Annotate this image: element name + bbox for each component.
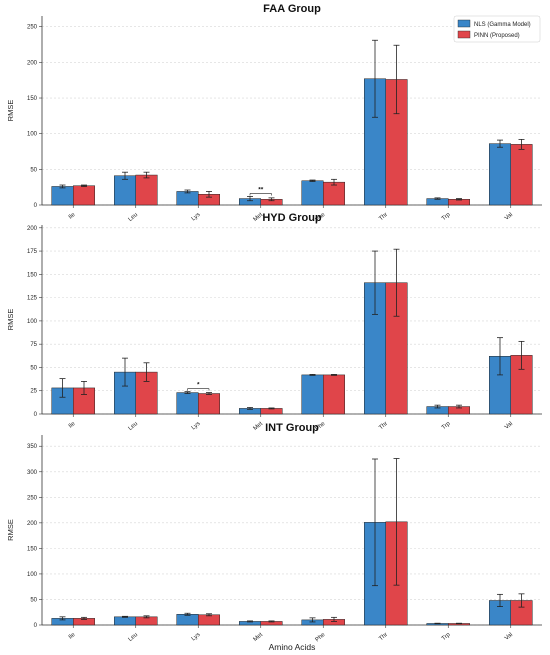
bar: [176, 392, 199, 415]
y-tick-label: 150: [27, 546, 38, 552]
y-tick-label: 0: [34, 203, 38, 209]
x-tick-label: Thr: [378, 632, 389, 642]
x-tick-label: Met: [253, 421, 265, 432]
bar: [135, 174, 158, 206]
x-tick-label: Leu: [128, 632, 140, 643]
x-tick-label: Lys: [191, 632, 202, 642]
y-tick-label: 300: [27, 470, 38, 476]
y-tick-label: 0: [34, 412, 38, 418]
y-tick-label: 200: [27, 521, 38, 527]
x-tick-label: Ile: [68, 212, 77, 221]
bar: [489, 143, 511, 206]
x-tick-label: Val: [504, 421, 514, 431]
y-tick-label: 100: [27, 132, 38, 138]
y-tick-label: 125: [27, 296, 38, 302]
bar: [301, 180, 324, 206]
legend-swatch: [457, 30, 471, 39]
bar: [114, 616, 136, 626]
panel-title: HYD Group: [262, 212, 322, 224]
legend-label: NLS (Gamma Model): [474, 22, 531, 28]
x-tick-label: Met: [253, 632, 265, 643]
x-tick-label: Leu: [128, 421, 140, 432]
y-tick-label: 0: [34, 623, 38, 629]
panel-title: INT Group: [265, 422, 319, 434]
x-tick-label: Ile: [68, 632, 77, 641]
y-tick-label: 350: [27, 444, 38, 450]
x-tick-label: Thr: [378, 212, 389, 222]
x-tick-label: Lys: [191, 212, 202, 222]
y-tick-label: 175: [27, 249, 38, 255]
x-tick-label: Val: [504, 632, 514, 642]
x-tick-label: Val: [504, 212, 514, 222]
y-tick-label: 150: [27, 272, 38, 278]
y-tick-label: 100: [27, 319, 38, 325]
y-axis-label: RMSE: [6, 309, 15, 331]
x-tick-label: Ile: [68, 421, 77, 430]
y-tick-label: 50: [30, 365, 37, 371]
x-tick-label: Met: [253, 212, 265, 223]
significance-marker: **: [258, 186, 264, 193]
y-axis-label: RMSE: [6, 519, 15, 541]
x-tick-label: Lys: [191, 421, 202, 431]
y-tick-label: 250: [27, 495, 38, 501]
legend-box: [453, 15, 541, 43]
y-axis-label: RMSE: [6, 100, 15, 122]
y-tick-label: 25: [30, 389, 37, 395]
y-tick-label: 50: [30, 597, 37, 603]
y-tick-label: 200: [27, 60, 38, 66]
panel-title: FAA Group: [263, 3, 321, 15]
bar: [114, 175, 136, 206]
bar: [51, 186, 74, 206]
bar: [176, 614, 199, 626]
bar: [176, 191, 199, 206]
bar: [198, 614, 220, 626]
y-tick-label: 100: [27, 572, 38, 578]
y-tick-label: 200: [27, 226, 38, 232]
x-axis-label: Amino Acids: [269, 642, 316, 652]
y-tick-label: 250: [27, 25, 38, 31]
x-tick-label: Phe: [314, 421, 327, 433]
x-tick-label: Phe: [314, 632, 327, 644]
legend-label: PINN (Proposed): [474, 33, 520, 39]
legend-swatch: [457, 19, 471, 28]
bar: [323, 181, 345, 206]
y-tick-label: 75: [30, 342, 37, 348]
x-tick-label: Phe: [314, 212, 327, 224]
x-tick-label: Thr: [378, 421, 389, 431]
x-tick-label: Trp: [441, 632, 452, 643]
significance-marker: *: [197, 382, 200, 389]
bar: [301, 374, 324, 415]
bar: [323, 374, 345, 415]
bar: [510, 144, 533, 206]
bar: [198, 393, 220, 415]
x-tick-label: Trp: [441, 421, 452, 432]
x-tick-label: Trp: [441, 212, 452, 223]
x-tick-label: Leu: [128, 212, 140, 223]
bar: [73, 185, 95, 206]
y-tick-label: 50: [30, 167, 37, 173]
y-tick-label: 150: [27, 96, 38, 102]
